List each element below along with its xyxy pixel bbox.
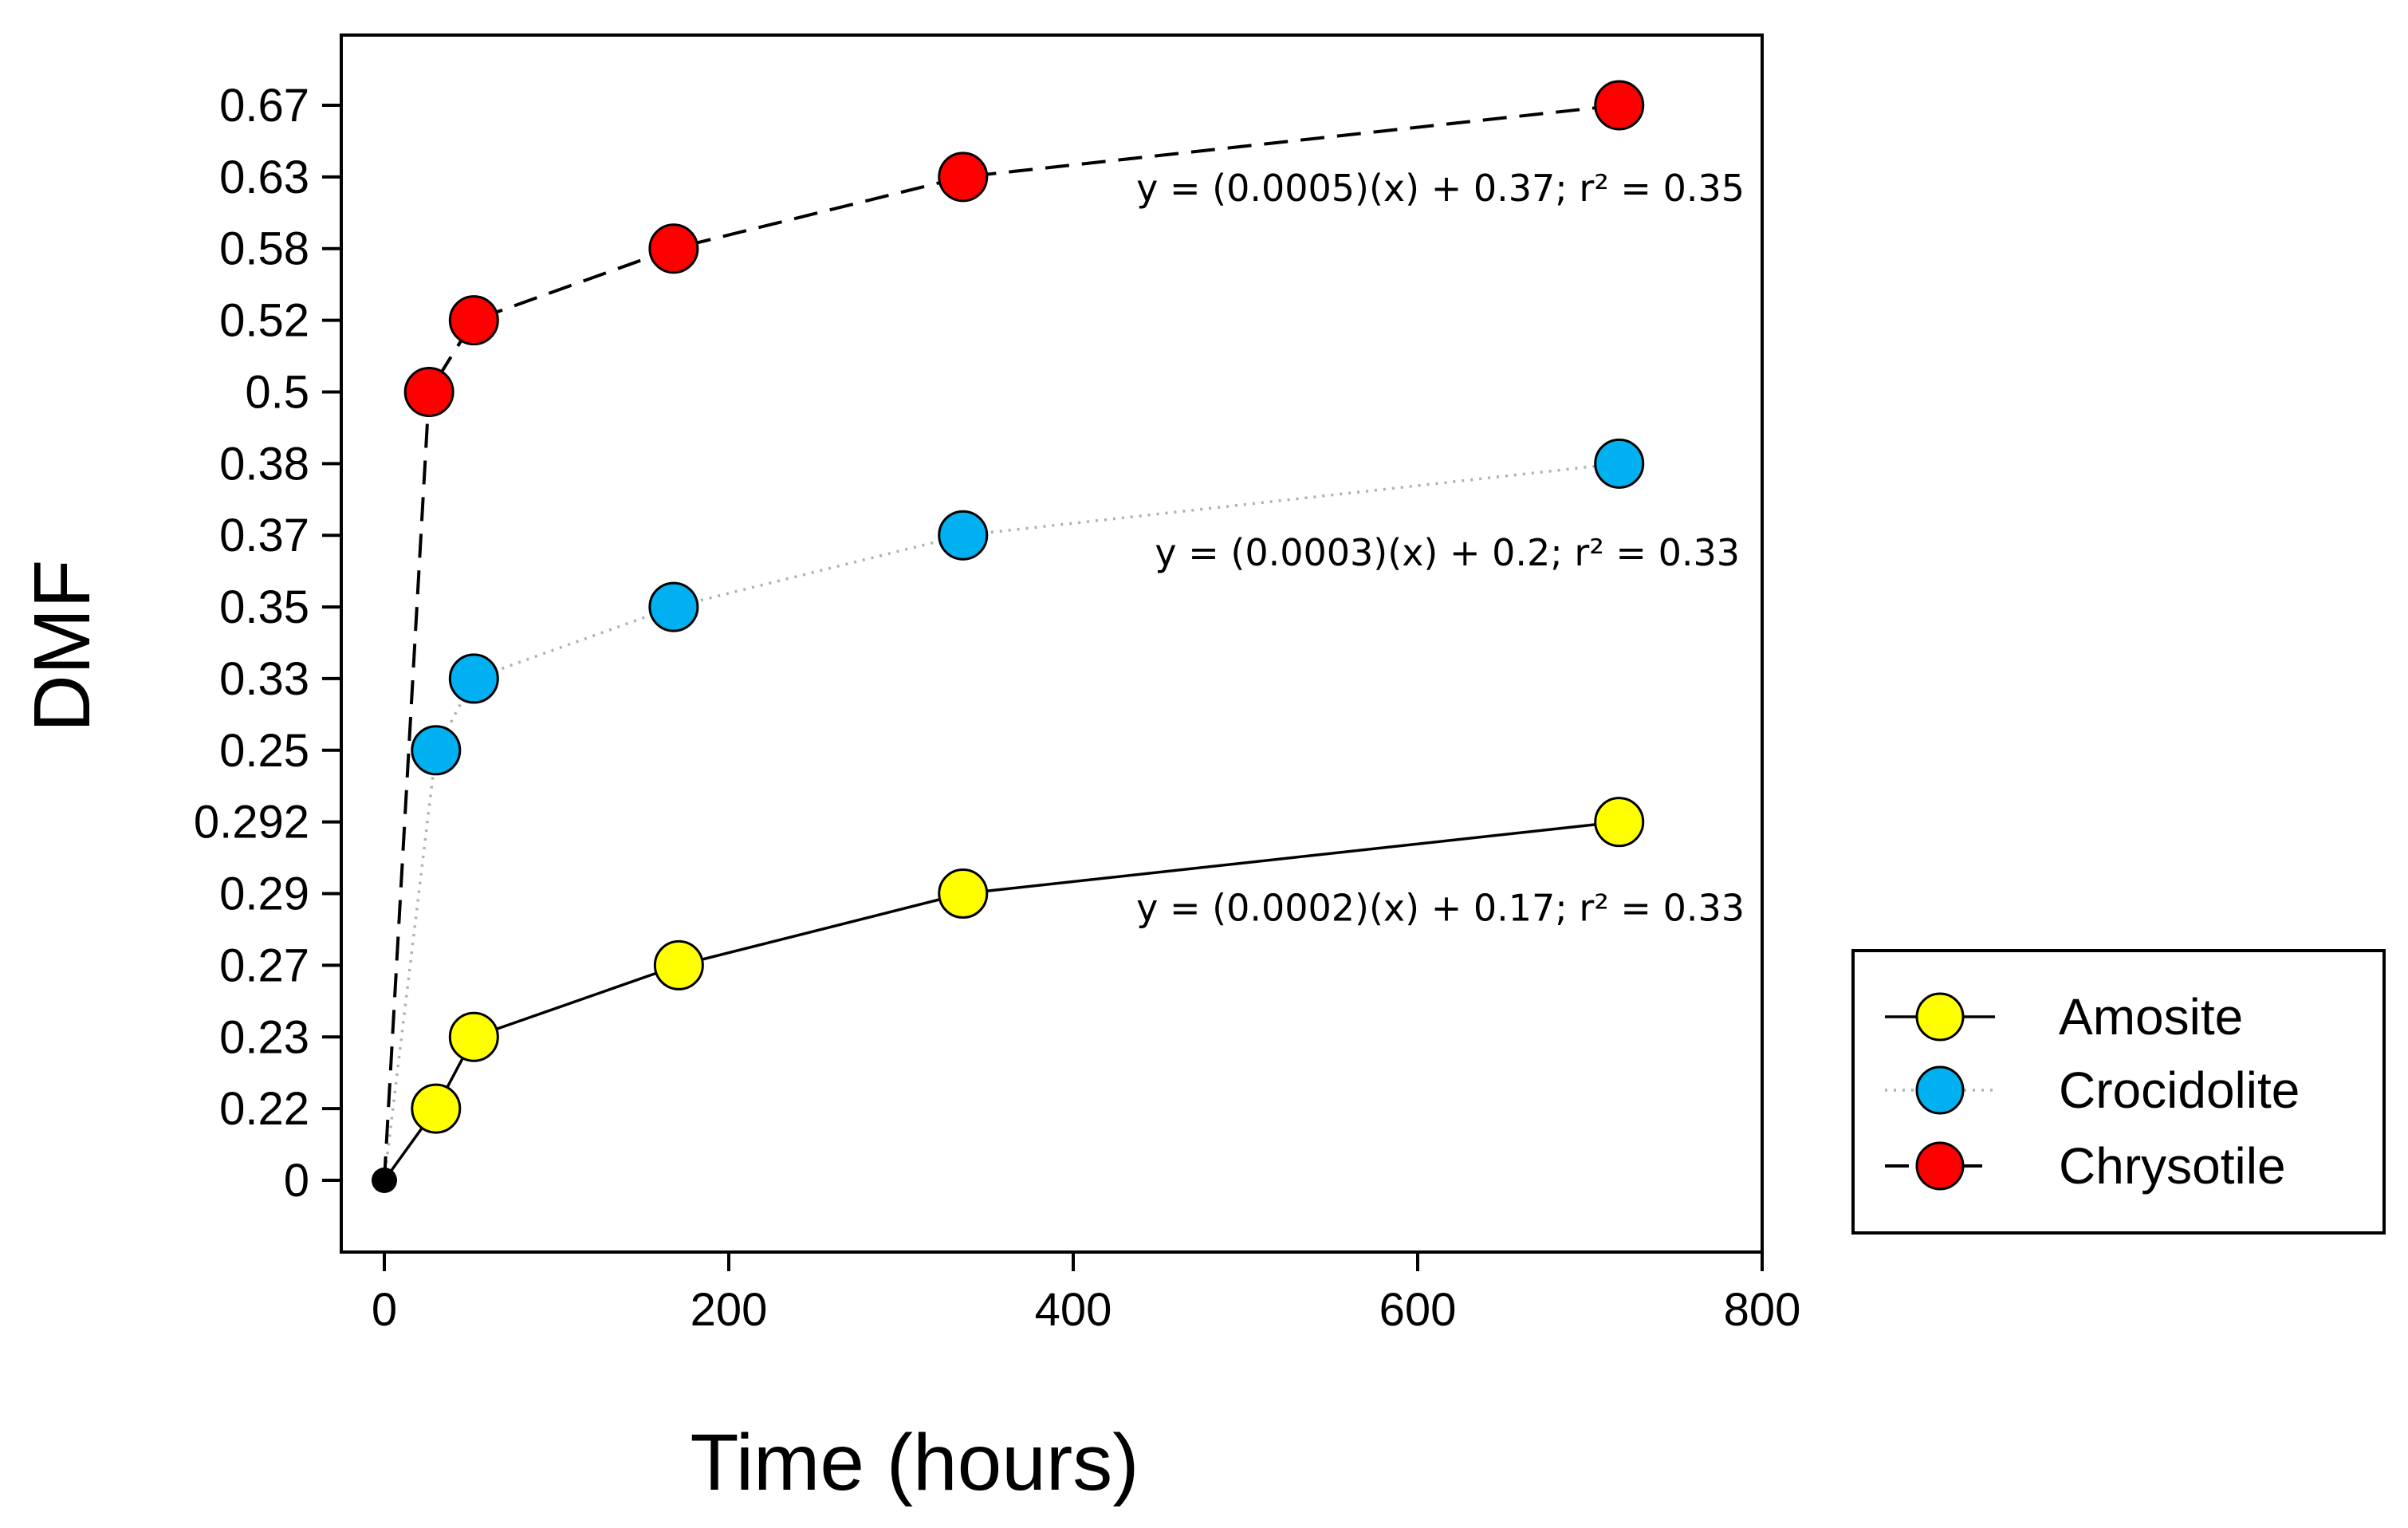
y-tick-label: 0 [284, 1155, 309, 1207]
x-tick-label: 200 [691, 1284, 768, 1336]
point-chrysotile [1594, 80, 1645, 131]
x-tick-label: 400 [1035, 1284, 1112, 1336]
point-crocidolite [938, 510, 989, 561]
y-tick-label: 0.292 [194, 797, 309, 849]
equation-amosite: y = (0.0002)(x) + 0.17; r² = 0.33 [1136, 887, 1745, 930]
point-amosite [653, 939, 704, 990]
y-tick-label: 0.63 [219, 152, 309, 203]
y-tick-label: 0.35 [219, 581, 309, 633]
point-crocidolite [411, 725, 462, 776]
y-tick-label: 0.25 [219, 725, 309, 777]
y-tick-label: 0.29 [219, 868, 309, 920]
legend-marker-amosite [1915, 992, 1965, 1042]
y-tick-label: 0.33 [219, 653, 309, 705]
x-tick-label: 800 [1724, 1284, 1801, 1336]
point-amosite [411, 1083, 462, 1134]
point-chrysotile [648, 223, 699, 274]
legend-label-amosite: Amosite [2059, 988, 2243, 1046]
point-crocidolite [648, 581, 699, 632]
y-tick-label: 0.22 [219, 1083, 309, 1135]
y-tick-label: 0.27 [219, 939, 309, 991]
y-axis-title: DMF [18, 560, 107, 733]
point-chrysotile [403, 366, 454, 417]
x-tick-label: 0 [372, 1284, 397, 1336]
point-chrysotile [448, 295, 499, 346]
y-tick-label: 0.38 [219, 438, 309, 490]
legend: Amosite Crocidolite Chrysotile [1851, 949, 2386, 1235]
legend-label-crocidolite: Crocidolite [2059, 1061, 2300, 1119]
series-points [403, 80, 1645, 1134]
equation-crocidolite: y = (0.0003)(x) + 0.2; r² = 0.33 [1155, 531, 1740, 574]
y-tick-label: 0.5 [245, 366, 309, 418]
legend-marker-chrysotile [1915, 1141, 1965, 1191]
point-amosite [1594, 797, 1645, 848]
point-crocidolite [1594, 438, 1645, 489]
series-line-crocidolite [383, 462, 1619, 1181]
y-tick-label: 0.23 [219, 1011, 309, 1063]
y-tick-label: 0.37 [219, 510, 309, 561]
equation-chrysotile: y = (0.0005)(x) + 0.37; r² = 0.35 [1136, 167, 1745, 210]
point-amosite [448, 1011, 499, 1062]
legend-marker-crocidolite [1915, 1065, 1965, 1115]
legend-label-chrysotile: Chrysotile [2059, 1137, 2286, 1195]
plot-frame [340, 33, 1764, 1254]
x-axis-ticks: 0 200 400 600 800 [372, 1252, 1801, 1336]
y-tick-label: 0.58 [219, 223, 309, 275]
point-chrysotile [938, 152, 989, 203]
y-axis-ticks: 0 0.22 0.23 0.27 0.29 0.292 0.25 0.33 0.35 0.37 0.… [194, 80, 341, 1207]
point-amosite [938, 868, 989, 920]
y-tick-label: 0.52 [219, 295, 309, 347]
y-tick-label: 0.67 [219, 80, 309, 132]
origin-marker [372, 1168, 397, 1193]
x-axis-title: Time (hours) [690, 1418, 1139, 1507]
point-crocidolite [448, 653, 499, 704]
x-tick-label: 600 [1379, 1284, 1457, 1336]
